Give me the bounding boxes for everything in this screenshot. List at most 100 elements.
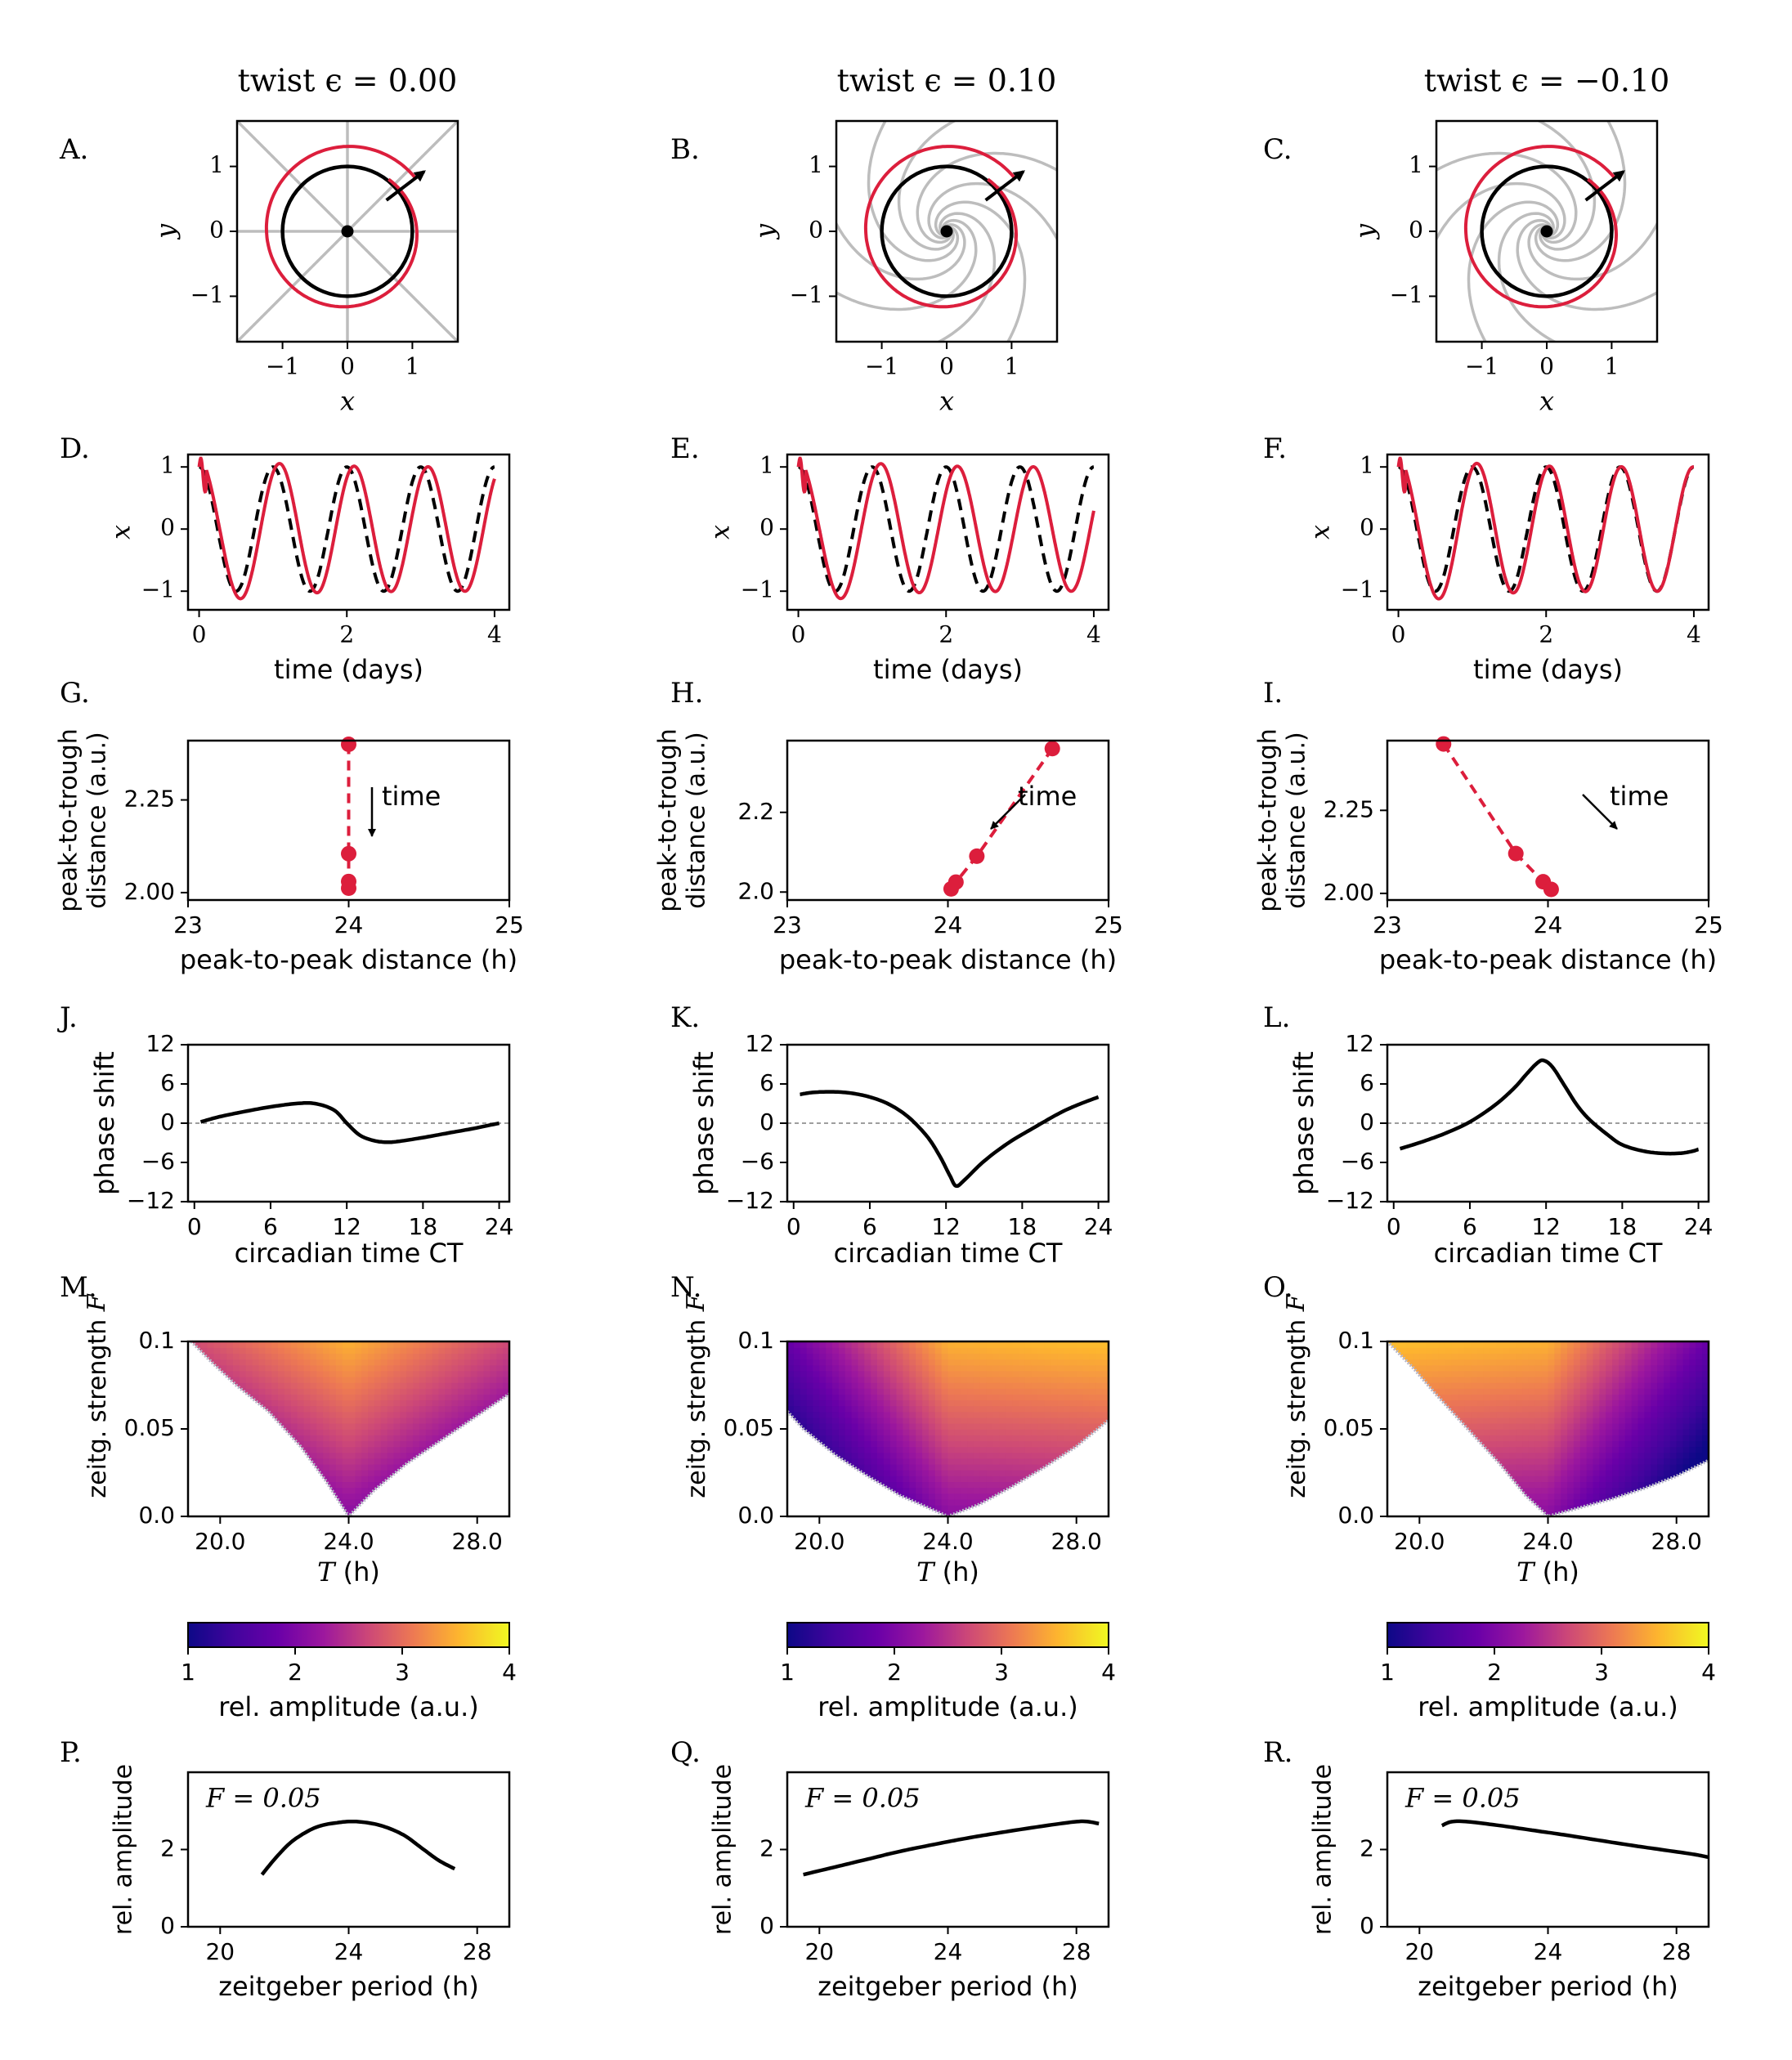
heatmap-cell [464, 1463, 472, 1471]
heatmap-cell [1057, 1481, 1064, 1489]
heatmap-cell [1516, 1498, 1523, 1506]
heatmap-cell [1612, 1364, 1620, 1372]
heatmap-cell [941, 1458, 949, 1465]
colorbar [1387, 1622, 1709, 1648]
heatmap-cell [1057, 1435, 1064, 1441]
heatmap-cell [1541, 1370, 1549, 1377]
heatmap-cell [838, 1353, 846, 1360]
heatmap-cell [961, 1487, 968, 1494]
heatmap-cell [1393, 1481, 1401, 1489]
heatmap-cell [374, 1376, 382, 1383]
heatmap-cell [883, 1446, 891, 1453]
heatmap-cell [1567, 1422, 1575, 1430]
heatmap-cell [896, 1399, 904, 1407]
heatmap-cell [800, 1481, 808, 1489]
heatmap-cell [1089, 1399, 1097, 1407]
heatmap-cell [406, 1370, 414, 1377]
heatmap-cell [1599, 1382, 1607, 1389]
heatmap-cell [1516, 1463, 1523, 1471]
heatmap-cell [425, 1429, 433, 1435]
heatmap-cell [207, 1353, 215, 1360]
heatmap-cell [1664, 1487, 1671, 1494]
heatmap-cell [1471, 1411, 1478, 1418]
heatmap-cell [1676, 1435, 1684, 1441]
heatmap-cell [425, 1458, 433, 1465]
heatmap-cell [826, 1476, 833, 1482]
heatmap-cell [1006, 1498, 1013, 1506]
heatmap-cell [1031, 1382, 1039, 1389]
heatmap-cell [1051, 1417, 1058, 1424]
x-tick-label: 28 [1062, 1938, 1091, 1965]
heatmap-cell [464, 1394, 472, 1401]
heatmap-cell [1657, 1458, 1664, 1465]
heatmap-cell [233, 1458, 240, 1465]
heatmap-cell [1413, 1364, 1421, 1372]
heatmap-cell [1554, 1405, 1562, 1413]
heatmap-cell [948, 1376, 956, 1383]
heatmap-cell [1024, 1458, 1033, 1465]
y-tick-label: 0.0 [737, 1502, 774, 1529]
heatmap-cell [406, 1347, 414, 1354]
heatmap-cell [858, 1370, 866, 1377]
heatmap-cell [979, 1388, 988, 1395]
heatmap-cell [877, 1440, 885, 1448]
heatmap-cell [380, 1399, 388, 1407]
heatmap-cell [986, 1487, 994, 1494]
heatmap-cell [1064, 1411, 1071, 1418]
heatmap-cell [967, 1422, 974, 1430]
heatmap-cell [188, 1435, 195, 1441]
heatmap-cell [470, 1382, 478, 1389]
heatmap-cell [406, 1388, 414, 1395]
heatmap-cell [1586, 1411, 1594, 1418]
heatmap-cell [877, 1493, 885, 1500]
heatmap-cell [1432, 1405, 1440, 1413]
heatmap-cell [483, 1440, 491, 1448]
heatmap-cell [1477, 1364, 1485, 1372]
heatmap-cell [1445, 1388, 1453, 1395]
heatmap-cell [1631, 1458, 1639, 1465]
heatmap-cell [1651, 1504, 1658, 1511]
heatmap-cell [1509, 1417, 1516, 1424]
heatmap-cell [323, 1370, 330, 1377]
heatmap-cell [200, 1376, 208, 1383]
heatmap-cell [838, 1481, 846, 1489]
heatmap-cell [1631, 1452, 1639, 1459]
heatmap-cell [979, 1382, 988, 1389]
heatmap-cell [819, 1370, 827, 1377]
heatmap-cell [1669, 1463, 1678, 1471]
heatmap-cell [1095, 1341, 1103, 1348]
heatmap-cell [838, 1347, 846, 1354]
heatmap-cell [1561, 1493, 1568, 1500]
heatmap-cell [941, 1498, 949, 1506]
heatmap-cell [979, 1452, 988, 1459]
heatmap-cell [458, 1435, 465, 1441]
heatmap-cell [438, 1370, 446, 1377]
heatmap-cell [393, 1359, 401, 1366]
heatmap-cell [1426, 1382, 1433, 1389]
heatmap-cell [889, 1458, 898, 1465]
heatmap-cell [226, 1469, 234, 1476]
heatmap-cell [1464, 1376, 1472, 1383]
heatmap-cell [413, 1370, 420, 1377]
heatmap-cell [1069, 1458, 1077, 1465]
heatmap-cell [1612, 1481, 1620, 1489]
heatmap-cell [992, 1504, 1001, 1511]
heatmap-cell [793, 1446, 801, 1453]
heatmap-cell [871, 1388, 878, 1395]
heatmap-cell [1664, 1364, 1671, 1372]
heatmap-cell [1637, 1463, 1646, 1471]
heatmap-cell [316, 1504, 324, 1511]
heatmap-cell [1579, 1463, 1588, 1471]
heatmap-cell [864, 1487, 871, 1494]
heatmap-cell [355, 1388, 363, 1395]
heatmap-cell [1445, 1347, 1453, 1354]
heatmap-cell [1464, 1370, 1472, 1377]
heatmap-cell [284, 1435, 292, 1441]
heatmap-cell [813, 1341, 821, 1348]
heatmap-cell [1593, 1405, 1601, 1413]
heatmap-cell [329, 1458, 337, 1465]
heatmap-cell [883, 1370, 891, 1377]
heatmap-cell [979, 1481, 988, 1489]
heatmap-cell [1651, 1364, 1658, 1372]
heatmap-cell [1393, 1440, 1401, 1448]
